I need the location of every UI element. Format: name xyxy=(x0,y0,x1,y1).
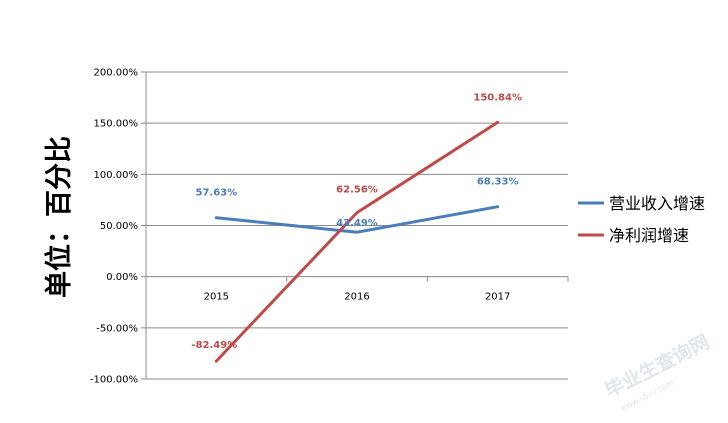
data-label: -82.49% xyxy=(191,340,237,351)
y-axis-title-group: 单位：百分比 xyxy=(43,136,75,298)
y-tick-label: -100.00% xyxy=(90,375,138,386)
x-tick-label: 2016 xyxy=(344,292,369,303)
data-label: 150.84% xyxy=(473,92,522,103)
y-tick-label: 200.00% xyxy=(94,68,139,79)
series-lines xyxy=(214,120,500,363)
series-line-2 xyxy=(214,120,500,363)
legend-label: 净利润增速 xyxy=(609,226,689,245)
data-labels: 57.63% 43.49% 68.33% -82.49% 62.56% 150.84% xyxy=(191,92,522,351)
y-axis-title: 单位：百分比 xyxy=(43,136,75,298)
y-tick-label: 0.00% xyxy=(106,272,138,283)
data-label: 68.33% xyxy=(477,177,519,188)
grid xyxy=(146,71,568,380)
series-line-1 xyxy=(214,205,500,234)
legend-label: 营业收入增速 xyxy=(609,194,705,213)
x-tick-label: 2017 xyxy=(485,292,510,303)
watermark: 毕业生查询网 www.sbvv.com xyxy=(601,330,713,413)
y-tick-label: 150.00% xyxy=(94,119,139,130)
x-tick-label: 2015 xyxy=(204,292,229,303)
axes: -100.00% -50.00% 0.00% 50.00% 100.00% 150.00%… xyxy=(90,68,569,386)
y-tick-label: 50.00% xyxy=(100,221,138,232)
data-label: 62.56% xyxy=(336,185,378,196)
data-label: 43.49% xyxy=(336,218,378,229)
y-tick-label: -50.00% xyxy=(96,323,138,334)
y-tick-label: 100.00% xyxy=(94,170,139,181)
data-label: 57.63% xyxy=(196,188,238,199)
